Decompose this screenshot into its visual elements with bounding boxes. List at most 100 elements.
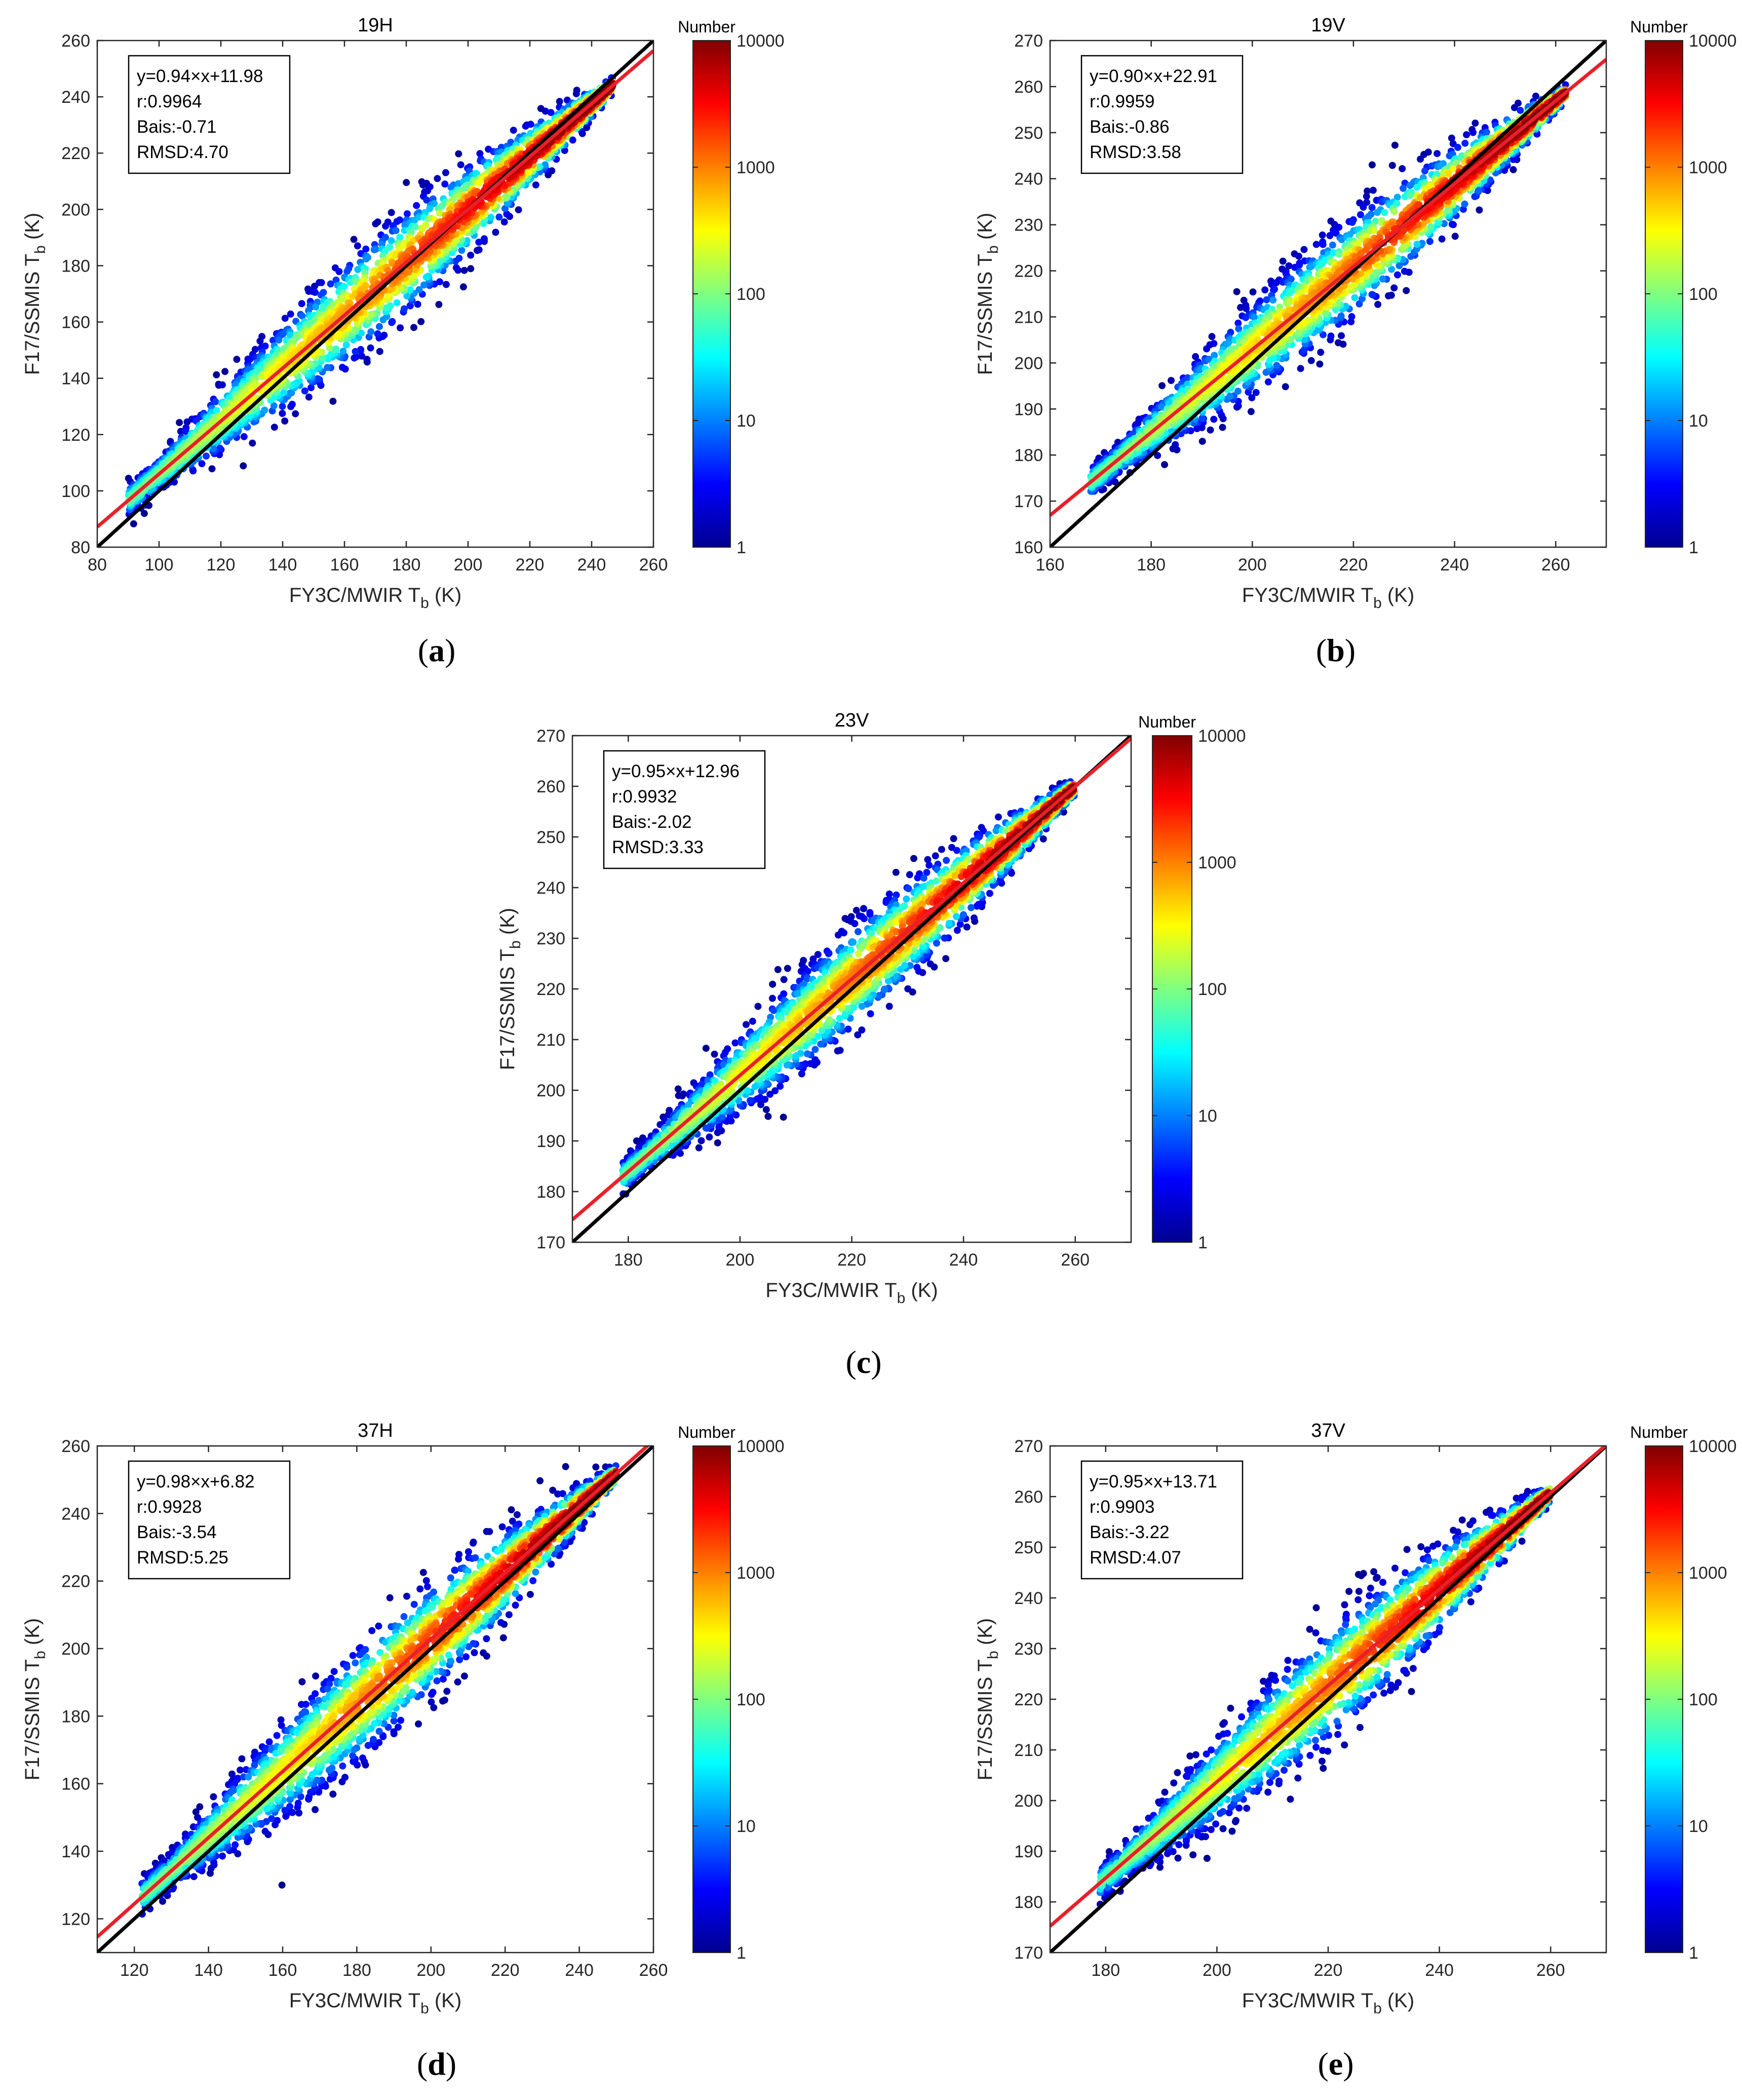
data-point (1337, 312, 1345, 320)
data-point (403, 210, 411, 217)
data-point (281, 315, 289, 322)
data-point (417, 318, 425, 325)
data-point (435, 301, 443, 308)
colorbar-tick-label: 10000 (737, 31, 785, 51)
data-point (1509, 156, 1517, 163)
data-point (1224, 340, 1231, 348)
data-point (424, 187, 432, 195)
data-point (1234, 388, 1242, 395)
data-point (1351, 294, 1359, 301)
data-point (563, 96, 571, 104)
data-point (1396, 262, 1403, 270)
data-point (1363, 193, 1370, 200)
data-point (1261, 286, 1269, 294)
data-point (1300, 246, 1308, 253)
data-point (367, 328, 375, 335)
data-point (1347, 318, 1355, 326)
data-point (1270, 286, 1278, 294)
data-point (541, 161, 549, 169)
stats-line: Bais:-0.71 (137, 117, 217, 137)
data-point (318, 279, 325, 286)
data-point (182, 428, 189, 435)
data-point (457, 161, 464, 169)
data-point (1461, 139, 1469, 147)
data-point (374, 330, 381, 337)
data-point (1363, 246, 1370, 253)
x-axis-label: FY3C/MWIR Tb (K) (289, 584, 461, 612)
data-point (1210, 340, 1218, 347)
data-point (1399, 165, 1406, 172)
x-tick-label: 80 (88, 555, 107, 575)
data-point (1417, 156, 1424, 163)
data-point (1354, 240, 1362, 248)
data-point (393, 299, 401, 307)
data-point (1295, 252, 1302, 260)
data-point (270, 402, 278, 409)
data-point (401, 305, 408, 313)
data-point (1321, 310, 1329, 317)
data-point (569, 136, 576, 144)
data-point (312, 303, 320, 311)
data-point (426, 205, 434, 212)
data-point (298, 312, 306, 320)
data-point (1509, 166, 1517, 173)
data-point (335, 268, 343, 275)
data-point (475, 239, 483, 246)
data-point (461, 184, 468, 192)
data-point (1424, 148, 1432, 156)
data-point (1266, 357, 1273, 364)
x-tick-label: 180 (392, 555, 421, 575)
data-point (1264, 378, 1272, 386)
data-point (1434, 150, 1441, 158)
axes-box (96, 40, 654, 548)
data-point (1168, 377, 1175, 384)
data-point (403, 292, 411, 300)
data-point (501, 205, 509, 212)
data-point (1391, 141, 1399, 149)
data-point (351, 354, 358, 362)
data-point (396, 216, 404, 224)
data-point (1370, 227, 1377, 235)
data-point (1381, 209, 1388, 216)
data-point (350, 236, 358, 243)
data-point (1369, 186, 1377, 194)
y-tick-label: 100 (61, 482, 90, 501)
data-point (1330, 249, 1337, 256)
data-point (1307, 357, 1315, 364)
data-point (357, 346, 365, 353)
data-point (1235, 325, 1243, 332)
data-point (561, 147, 568, 155)
data-point (1400, 184, 1407, 192)
data-point (305, 393, 313, 401)
data-point (384, 291, 392, 299)
data-point (400, 242, 408, 249)
data-point (218, 381, 226, 389)
data-point (1357, 211, 1364, 218)
data-point (279, 410, 286, 417)
data-point (510, 127, 517, 134)
data-point (1263, 296, 1270, 303)
data-point (492, 228, 499, 236)
data-point (503, 210, 511, 218)
colorbar-tick-label: 10 (737, 411, 756, 431)
fit-line (97, 49, 653, 528)
data-point (1158, 382, 1166, 390)
data-point (1316, 360, 1324, 368)
data-point (312, 289, 319, 296)
data-point (1472, 120, 1479, 127)
data-point (338, 364, 346, 371)
data-point (438, 202, 446, 210)
data-point (420, 281, 428, 289)
data-point (342, 341, 350, 349)
data-point (1335, 339, 1342, 347)
data-point (452, 257, 459, 265)
data-point (1390, 284, 1398, 292)
colorbar (692, 40, 731, 548)
data-point (307, 384, 315, 392)
data-point (1134, 419, 1142, 427)
data-point (397, 324, 404, 332)
data-point (1312, 241, 1320, 248)
stats-line: r:0.9964 (137, 92, 202, 111)
data-point (467, 251, 475, 259)
data-point (363, 356, 371, 363)
